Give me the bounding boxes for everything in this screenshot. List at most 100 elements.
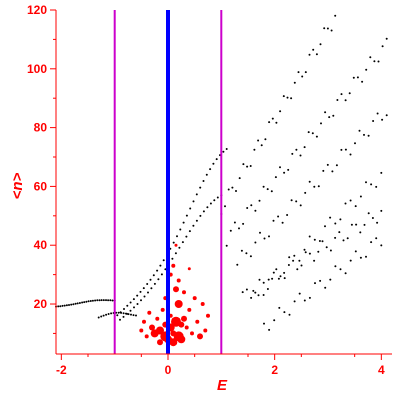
data-point — [222, 150, 225, 153]
highlight-point — [169, 338, 178, 347]
data-point — [126, 304, 129, 307]
data-point — [312, 48, 315, 51]
data-point — [199, 214, 202, 217]
data-point — [250, 296, 253, 299]
data-point — [323, 27, 326, 30]
data-point — [373, 60, 376, 63]
data-point — [344, 148, 347, 151]
data-point — [119, 318, 121, 321]
data-point — [293, 300, 296, 303]
highlight-point — [181, 315, 187, 322]
data-point — [257, 139, 260, 142]
data-point — [254, 209, 257, 212]
data-point — [159, 264, 162, 267]
data-point — [381, 118, 384, 121]
data-point — [105, 299, 107, 302]
data-point — [123, 308, 125, 310]
data-point — [176, 235, 178, 238]
data-point — [242, 163, 245, 166]
data-point — [335, 164, 338, 167]
data-point — [282, 95, 285, 98]
data-point — [304, 191, 307, 194]
data-point — [81, 301, 84, 304]
data-point — [303, 299, 306, 302]
data-point — [195, 219, 198, 222]
data-point — [85, 300, 88, 303]
data-point — [63, 304, 66, 307]
data-point — [377, 60, 380, 63]
data-point — [192, 224, 195, 227]
data-point — [311, 132, 314, 135]
data-point — [369, 56, 372, 59]
data-point — [277, 215, 280, 218]
data-point — [296, 268, 299, 271]
data-point — [252, 289, 255, 292]
data-point — [330, 29, 333, 32]
data-point — [149, 278, 152, 281]
x-axis-title: E — [217, 377, 228, 394]
data-point — [254, 241, 257, 244]
data-point — [152, 274, 155, 277]
data-point — [174, 252, 177, 255]
highlight-point — [195, 319, 200, 324]
data-point — [339, 218, 342, 221]
data-point — [70, 303, 73, 306]
data-point — [258, 199, 261, 202]
data-point — [278, 306, 281, 309]
data-point — [127, 313, 130, 316]
data-point — [336, 99, 339, 101]
data-point — [365, 255, 367, 258]
data-point — [142, 287, 145, 290]
data-point — [283, 171, 286, 174]
data-point — [91, 299, 94, 302]
highlight-point — [171, 263, 176, 268]
data-point — [272, 219, 275, 222]
data-point — [272, 271, 275, 274]
data-point — [76, 302, 79, 305]
data-point — [367, 212, 370, 215]
data-point — [133, 306, 135, 309]
data-point — [205, 173, 208, 176]
data-point — [89, 300, 92, 302]
highlight-point — [174, 300, 183, 308]
data-point — [372, 120, 375, 122]
data-point — [116, 314, 119, 317]
data-point — [308, 53, 311, 56]
data-point — [225, 244, 228, 247]
y-tick-label: 60 — [34, 179, 48, 193]
data-point — [365, 181, 367, 184]
data-point — [331, 170, 334, 173]
highlight-point — [157, 339, 163, 346]
data-point — [370, 183, 373, 186]
data-point — [380, 244, 383, 247]
data-point — [290, 199, 293, 202]
data-point — [139, 290, 142, 293]
data-point — [361, 80, 364, 83]
data-point — [291, 152, 294, 155]
data-point — [321, 240, 324, 243]
data-point — [308, 252, 311, 255]
data-point — [297, 71, 300, 74]
data-point — [57, 305, 60, 308]
data-point — [107, 313, 110, 315]
data-point — [349, 199, 352, 202]
data-point — [313, 185, 316, 188]
data-point — [178, 246, 181, 249]
data-point — [249, 255, 252, 258]
data-point — [188, 230, 191, 233]
data-point — [281, 221, 284, 224]
data-point — [367, 134, 370, 137]
data-point — [94, 299, 97, 302]
data-point — [182, 221, 185, 224]
highlight-point — [139, 328, 144, 333]
y-axis-title: <n> — [9, 172, 26, 199]
data-point — [268, 328, 271, 331]
data-point — [299, 204, 302, 207]
data-point — [233, 221, 236, 224]
data-point — [212, 162, 215, 165]
y-ticks: 20 40 60 80 100 120 — [27, 3, 56, 334]
data-point — [231, 186, 234, 189]
data-point — [342, 239, 345, 242]
data-point — [192, 200, 195, 203]
data-point — [135, 314, 137, 317]
